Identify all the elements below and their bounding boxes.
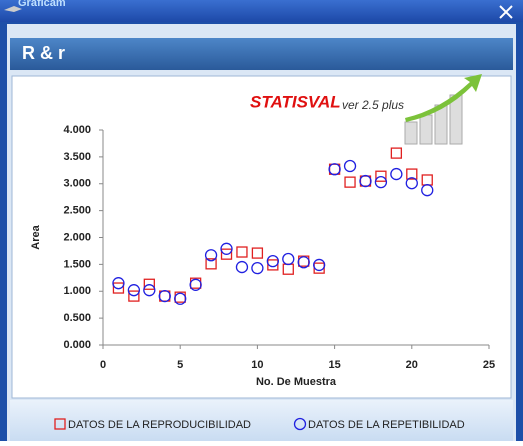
point	[297, 256, 310, 269]
y-tick-label: 0.500	[63, 312, 91, 324]
y-tick-label: 0.000	[63, 339, 91, 351]
logo-name: STATISVAL	[250, 92, 341, 111]
point	[421, 184, 434, 197]
point	[344, 176, 356, 188]
point	[313, 258, 326, 272]
y-tick-label: 3.500	[63, 151, 91, 163]
header-bar	[10, 38, 513, 70]
y-tick-label: 3.000	[63, 178, 91, 190]
point	[204, 249, 218, 262]
x-tick-label: 5	[177, 359, 183, 371]
point	[251, 261, 264, 275]
point	[251, 247, 264, 259]
legend-bar	[10, 400, 513, 441]
point	[374, 175, 388, 189]
point	[158, 289, 171, 303]
legend-label: DATOS DE LA REPETIBILIDAD	[308, 419, 465, 431]
y-tick-label: 2.500	[63, 205, 91, 217]
point	[174, 292, 187, 305]
point	[390, 147, 403, 159]
x-tick-label: 25	[483, 359, 495, 371]
point	[405, 177, 418, 190]
logo-version: ver 2.5 plus	[342, 98, 404, 112]
point	[282, 252, 295, 266]
point	[128, 290, 140, 302]
point	[112, 277, 125, 290]
y-axis-label: Area	[30, 224, 42, 249]
header-title: R & r	[22, 43, 65, 63]
point	[266, 254, 279, 268]
logo: STATISVAL ver 2.5 plus	[250, 74, 482, 145]
x-tick-label: 0	[100, 359, 106, 371]
point	[235, 260, 249, 274]
legend-marker	[293, 417, 307, 431]
close-button[interactable]	[499, 5, 513, 19]
point	[267, 259, 279, 271]
point	[127, 284, 141, 297]
point	[112, 282, 125, 294]
title-bar	[0, 0, 523, 22]
point	[143, 278, 155, 290]
legend-label: DATOS DE LA REPRODUCIBILIDAD	[68, 419, 251, 431]
legend-marker	[54, 418, 66, 430]
point	[143, 284, 156, 297]
point	[220, 242, 233, 255]
y-tick-label: 1.500	[63, 258, 91, 270]
x-tick-label: 20	[406, 359, 418, 371]
point	[390, 167, 403, 181]
y-tick-label: 4.000	[63, 124, 91, 136]
x-tick-label: 15	[328, 359, 340, 371]
point	[189, 278, 202, 291]
point	[220, 248, 233, 260]
window-caption: Gráficam	[18, 0, 66, 9]
x-axis-label: No. De Muestra	[256, 376, 337, 388]
point	[343, 159, 357, 173]
point	[375, 170, 387, 182]
point	[359, 174, 372, 188]
y-tick-label: 2.000	[63, 231, 91, 243]
point	[205, 258, 217, 270]
app-icon	[4, 6, 22, 12]
point	[236, 246, 248, 258]
y-tick-label: 1.000	[63, 285, 91, 297]
point	[406, 168, 418, 180]
point	[328, 163, 341, 176]
x-tick-label: 10	[251, 359, 263, 371]
